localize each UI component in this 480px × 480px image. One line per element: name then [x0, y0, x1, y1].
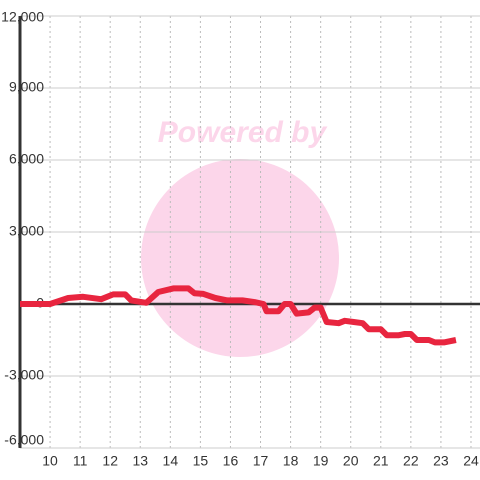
y-tick-label: 6,000: [9, 151, 44, 167]
x-tick-label: 19: [313, 453, 329, 469]
y-tick-label: 9,000: [9, 79, 44, 95]
x-tick-label: 14: [163, 453, 179, 469]
y-tick-label: -3,000: [4, 367, 44, 383]
x-tick-label: 24: [463, 453, 479, 469]
x-tick-label: 18: [283, 453, 299, 469]
x-tick-label: 13: [132, 453, 148, 469]
x-tick-label: 16: [223, 453, 239, 469]
data-line: [20, 285, 457, 346]
x-tick-label: 22: [403, 453, 419, 469]
y-tick-label: -6,000: [4, 432, 44, 448]
x-tick-label: 11: [73, 453, 88, 469]
x-tick-label: 21: [373, 453, 389, 469]
x-tick-label: 15: [193, 453, 209, 469]
watermark-text: Powered by: [158, 116, 328, 149]
x-tick-label: 10: [42, 453, 58, 469]
y-tick-label: 3,000: [9, 223, 44, 239]
x-tick-label: 20: [343, 453, 359, 469]
y-tick-label: 12,000: [1, 9, 44, 25]
x-tick-label: 17: [253, 453, 269, 469]
x-tick-label: 12: [102, 453, 118, 469]
x-tick-label: 23: [433, 453, 449, 469]
